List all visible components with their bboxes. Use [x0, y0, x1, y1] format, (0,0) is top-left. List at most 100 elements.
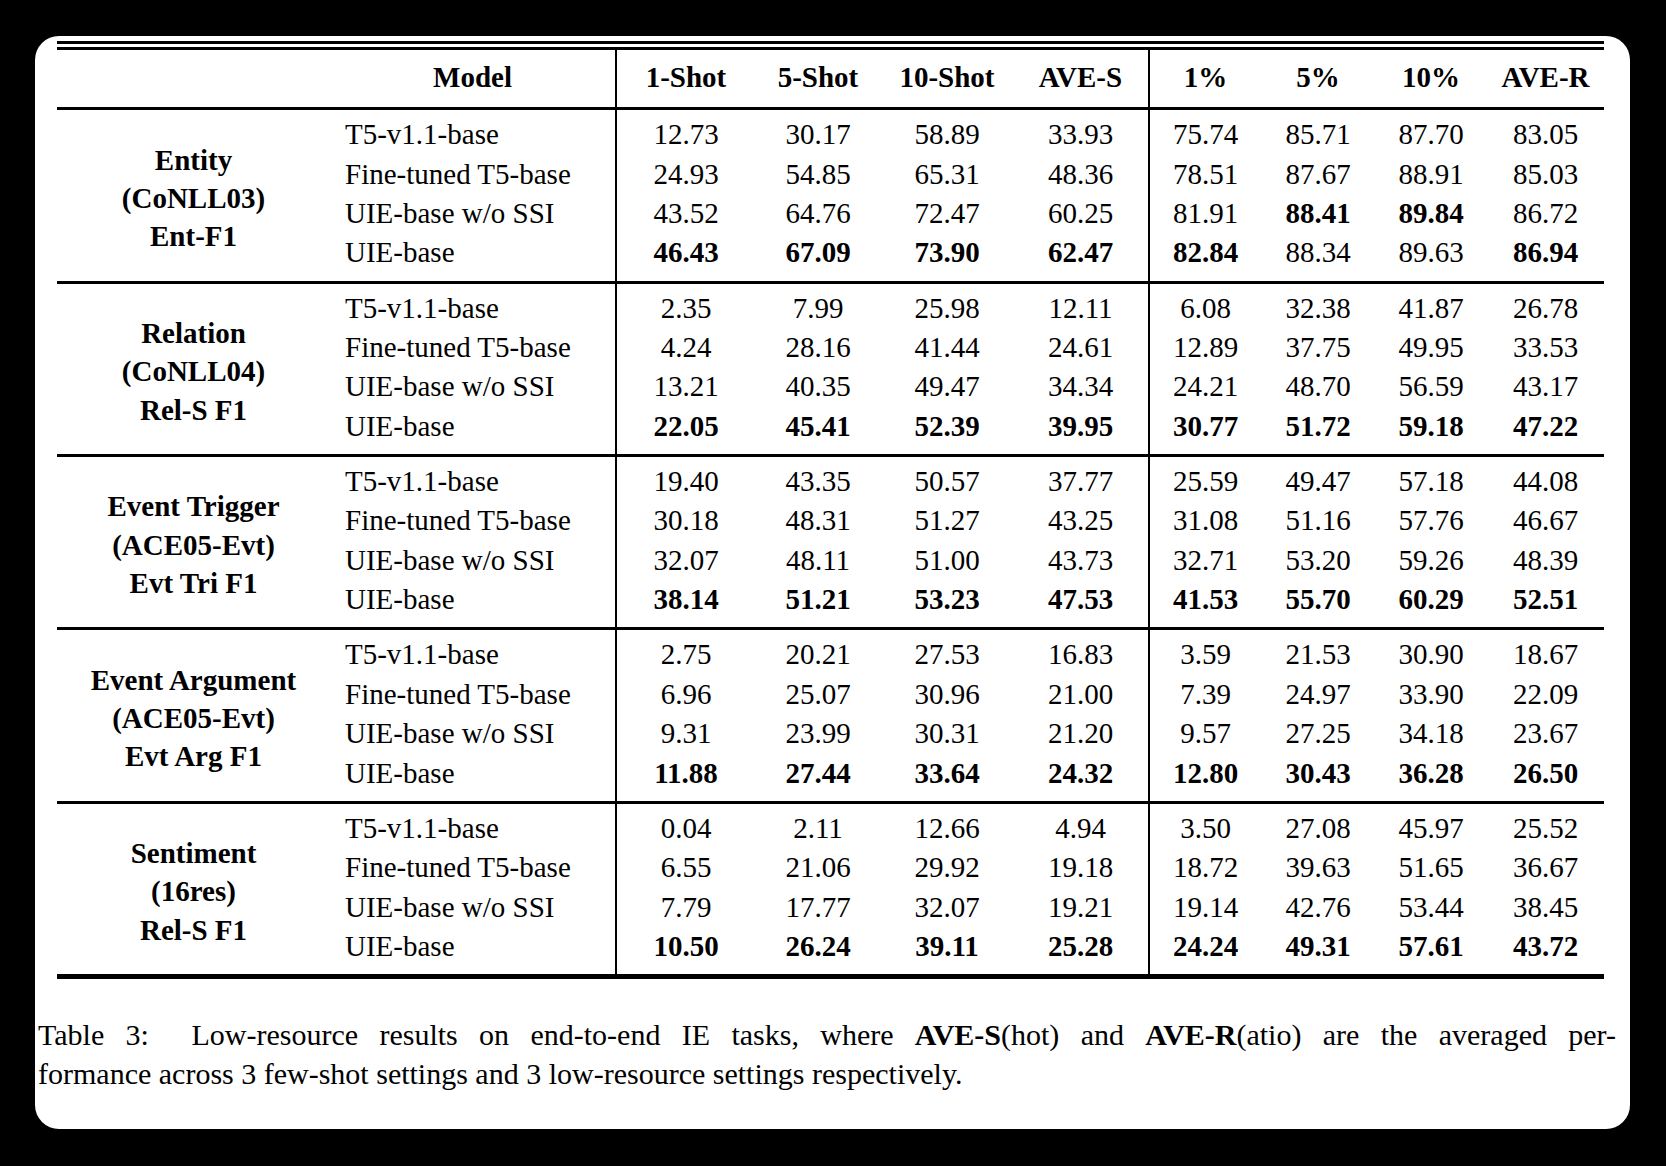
- model-name-cell: Fine-tuned T5-base: [330, 675, 616, 714]
- value-cell: 43.25: [1013, 501, 1149, 540]
- model-name-cell: UIE-base: [330, 407, 616, 456]
- value-cell: 26.50: [1487, 754, 1604, 803]
- value-cell: 30.17: [755, 109, 881, 155]
- value-cell: 47.22: [1487, 407, 1604, 456]
- value-cell: 32.38: [1261, 282, 1375, 328]
- value-cell: 87.70: [1375, 109, 1487, 155]
- value-cell: 46.43: [616, 233, 755, 282]
- header-cell: 5-Shot: [755, 46, 881, 109]
- value-cell: 6.55: [616, 848, 755, 887]
- value-cell: 30.31: [881, 714, 1013, 753]
- value-cell: 34.18: [1375, 714, 1487, 753]
- group-label-cell: Event Trigger(ACE05-Evt)Evt Tri F1: [57, 456, 330, 629]
- model-name-cell: Fine-tuned T5-base: [330, 848, 616, 887]
- table-row: Event Trigger(ACE05-Evt)Evt Tri F1T5-v1.…: [57, 456, 1604, 502]
- value-cell: 27.53: [881, 629, 1013, 675]
- table-header: Model1-Shot5-Shot10-ShotAVE-S1%5%10%AVE-…: [57, 46, 1604, 109]
- value-cell: 65.31: [881, 155, 1013, 194]
- value-cell: 24.93: [616, 155, 755, 194]
- value-cell: 43.17: [1487, 367, 1604, 406]
- value-cell: 12.66: [881, 802, 1013, 848]
- table-row: Relation(CoNLL04)Rel-S F1T5-v1.1-base2.3…: [57, 282, 1604, 328]
- value-cell: 24.97: [1261, 675, 1375, 714]
- value-cell: 22.05: [616, 407, 755, 456]
- task-group: Relation(CoNLL04)Rel-S F1T5-v1.1-base2.3…: [57, 282, 1604, 455]
- value-cell: 21.20: [1013, 714, 1149, 753]
- group-dataset-label: (CoNLL04): [57, 352, 330, 390]
- model-name-cell: UIE-base: [330, 580, 616, 629]
- value-cell: 60.25: [1013, 194, 1149, 233]
- value-cell: 27.08: [1261, 802, 1375, 848]
- value-cell: 17.77: [755, 888, 881, 927]
- value-cell: 9.57: [1149, 714, 1261, 753]
- value-cell: 25.07: [755, 675, 881, 714]
- header-cell: AVE-R: [1487, 46, 1604, 109]
- value-cell: 62.47: [1013, 233, 1149, 282]
- value-cell: 57.61: [1375, 927, 1487, 977]
- value-cell: 20.21: [755, 629, 881, 675]
- value-cell: 89.63: [1375, 233, 1487, 282]
- value-cell: 55.70: [1261, 580, 1375, 629]
- value-cell: 86.72: [1487, 194, 1604, 233]
- value-cell: 83.05: [1487, 109, 1604, 155]
- value-cell: 37.77: [1013, 456, 1149, 502]
- results-table: Model1-Shot5-Shot10-ShotAVE-S1%5%10%AVE-…: [57, 41, 1604, 979]
- value-cell: 18.72: [1149, 848, 1261, 887]
- group-dataset-label: (ACE05-Evt): [57, 526, 330, 564]
- group-label-cell: Relation(CoNLL04)Rel-S F1: [57, 282, 330, 455]
- value-cell: 23.67: [1487, 714, 1604, 753]
- group-task-label: Sentiment: [57, 834, 330, 872]
- value-cell: 38.45: [1487, 888, 1604, 927]
- value-cell: 37.75: [1261, 328, 1375, 367]
- value-cell: 81.91: [1149, 194, 1261, 233]
- value-cell: 46.67: [1487, 501, 1604, 540]
- value-cell: 40.35: [755, 367, 881, 406]
- value-cell: 57.76: [1375, 501, 1487, 540]
- group-task-label: Relation: [57, 314, 330, 352]
- group-task-label: Entity: [57, 141, 330, 179]
- group-task-label: Event Argument: [57, 661, 330, 699]
- table-row: Sentiment(16res)Rel-S F1T5-v1.1-base0.04…: [57, 802, 1604, 848]
- value-cell: 43.73: [1013, 541, 1149, 580]
- model-name-cell: UIE-base: [330, 927, 616, 977]
- model-name-cell: UIE-base w/o SSI: [330, 194, 616, 233]
- group-metric-label: Evt Arg F1: [57, 737, 330, 775]
- model-name-cell: UIE-base w/o SSI: [330, 714, 616, 753]
- caption-text: AVE-S: [915, 1018, 1001, 1051]
- value-cell: 30.96: [881, 675, 1013, 714]
- value-cell: 51.00: [881, 541, 1013, 580]
- value-cell: 38.14: [616, 580, 755, 629]
- task-group: Event Argument(ACE05-Evt)Evt Arg F1T5-v1…: [57, 629, 1604, 802]
- value-cell: 52.51: [1487, 580, 1604, 629]
- caption-line-1: Table 3: Low-resource results on end-to-…: [38, 1015, 1616, 1054]
- caption-text: (atio) are the averaged per-: [1236, 1018, 1616, 1051]
- value-cell: 25.28: [1013, 927, 1149, 977]
- value-cell: 7.39: [1149, 675, 1261, 714]
- value-cell: 87.67: [1261, 155, 1375, 194]
- value-cell: 36.67: [1487, 848, 1604, 887]
- value-cell: 88.91: [1375, 155, 1487, 194]
- value-cell: 48.36: [1013, 155, 1149, 194]
- value-cell: 82.84: [1149, 233, 1261, 282]
- value-cell: 7.99: [755, 282, 881, 328]
- value-cell: 32.71: [1149, 541, 1261, 580]
- caption-text: AVE-R: [1145, 1018, 1236, 1051]
- value-cell: 52.39: [881, 407, 1013, 456]
- value-cell: 51.16: [1261, 501, 1375, 540]
- value-cell: 12.73: [616, 109, 755, 155]
- value-cell: 2.75: [616, 629, 755, 675]
- value-cell: 4.24: [616, 328, 755, 367]
- value-cell: 12.80: [1149, 754, 1261, 803]
- model-name-cell: UIE-base w/o SSI: [330, 888, 616, 927]
- value-cell: 41.53: [1149, 580, 1261, 629]
- value-cell: 24.32: [1013, 754, 1149, 803]
- value-cell: 25.59: [1149, 456, 1261, 502]
- caption-text: Table 3: Low-resource results on end-to-…: [38, 1018, 915, 1051]
- value-cell: 39.95: [1013, 407, 1149, 456]
- value-cell: 33.90: [1375, 675, 1487, 714]
- group-dataset-label: (ACE05-Evt): [57, 699, 330, 737]
- header-cell: 5%: [1261, 46, 1375, 109]
- value-cell: 48.70: [1261, 367, 1375, 406]
- group-metric-label: Rel-S F1: [57, 911, 330, 949]
- value-cell: 67.09: [755, 233, 881, 282]
